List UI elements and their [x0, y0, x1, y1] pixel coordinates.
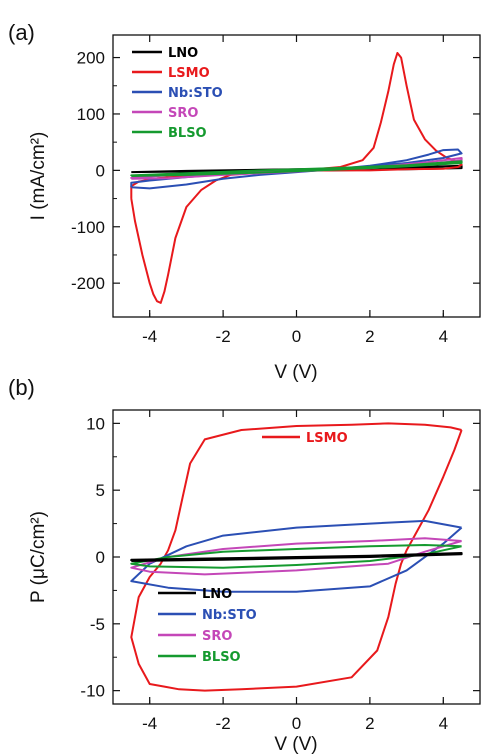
x-tick-label: -4	[142, 714, 157, 733]
series-line-blso	[130, 544, 462, 569]
legend-label: LSMO	[168, 66, 210, 81]
y-tick-label: -200	[71, 274, 105, 293]
x-tick-label: -2	[216, 327, 231, 346]
legend-label: BLSO	[168, 126, 207, 141]
panel-label: (b)	[8, 375, 35, 400]
series-line-blso	[130, 160, 463, 177]
x-axis-label: V (V)	[274, 734, 317, 754]
y-tick-label: -5	[90, 615, 105, 634]
y-tick-label: 0	[96, 548, 105, 567]
x-tick-label: -4	[142, 327, 157, 346]
panel-label: (a)	[8, 20, 35, 45]
x-tick-label: 4	[439, 327, 448, 346]
y-tick-label: -100	[71, 218, 105, 237]
series-line-nbsto	[130, 519, 463, 593]
y-tick-label: 200	[77, 49, 105, 68]
legend-label: SRO	[202, 629, 232, 644]
x-tick-label: 2	[365, 327, 374, 346]
legend-label: LSMO	[306, 431, 348, 446]
series-line-sro	[130, 537, 462, 576]
legend: LNO LSMO Nb:STO SRO BLSO	[132, 46, 223, 141]
x-tick-label: 0	[292, 327, 301, 346]
legend-label: LNO	[202, 587, 232, 602]
y-tick-label: 0	[96, 161, 105, 180]
x-tick-label: 4	[439, 714, 448, 733]
chart-panel-b: (b) -4 -2 0 2 4 -10 -5 0 5 10 V (V) P (μC/cm²) LSMO LN…	[8, 375, 481, 754]
y-tick-label: 5	[96, 481, 105, 500]
series-line-lno	[130, 552, 463, 562]
legend: LSMO	[262, 431, 348, 446]
y-tick-label: 10	[86, 414, 105, 433]
legend-label: Nb:STO	[168, 86, 223, 101]
x-tick-label: 2	[365, 714, 374, 733]
x-tick-label: -2	[216, 714, 231, 733]
y-axis-label: I (mA/cm²)	[28, 132, 49, 221]
legend-label: SRO	[168, 106, 198, 121]
y-tick-label: -10	[80, 682, 105, 701]
x-tick-label: 0	[292, 714, 301, 733]
series-group	[130, 422, 463, 692]
y-tick-label: 100	[77, 105, 105, 124]
legend-label: BLSO	[202, 650, 241, 665]
legend: LNO Nb:STO SRO BLSO	[158, 587, 257, 665]
legend-label: Nb:STO	[202, 608, 257, 623]
legend-label: LNO	[168, 46, 198, 61]
y-axis-label: P (μC/cm²)	[28, 511, 49, 603]
series-group	[130, 52, 463, 304]
x-axis-label: V (V)	[274, 362, 317, 383]
chart-panel-a: (a) -4 -2 0 2 4 -200 -100 0 100 200 V (V) I (mA/cm²)…	[8, 20, 481, 383]
